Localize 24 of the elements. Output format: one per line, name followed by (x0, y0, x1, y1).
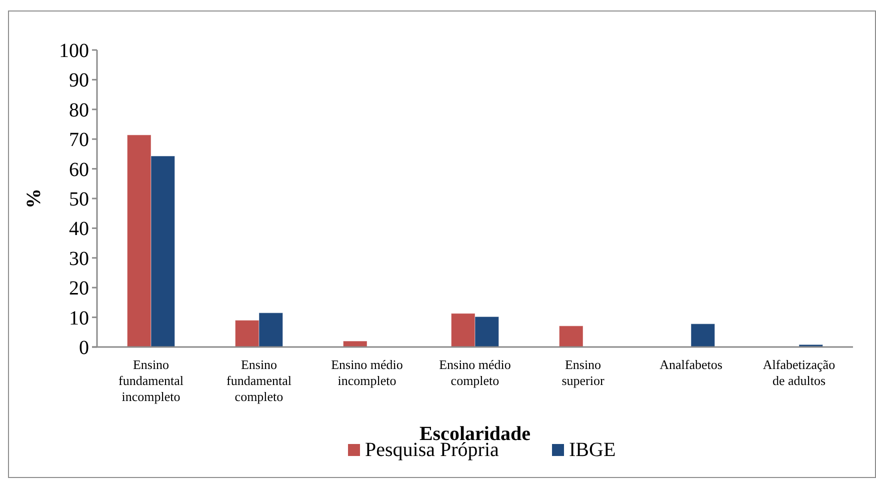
bar (690, 324, 716, 348)
y-tick-label: 70 (69, 129, 89, 152)
x-tick-label: Ensino fundamental completo (226, 357, 292, 404)
bar (558, 326, 584, 348)
legend-label: Pesquisa Própria (365, 439, 499, 461)
y-tick-label: 20 (69, 278, 89, 300)
y-tick-label: 90 (69, 70, 89, 92)
y-tick-label: 60 (69, 158, 89, 181)
bar (342, 340, 368, 348)
x-tick-label: Ensino superior (562, 357, 605, 388)
y-tick-label: 10 (69, 307, 89, 330)
y-axis-title: % (23, 188, 45, 208)
x-tick-label: Ensino médio completo (439, 357, 511, 388)
x-tick-label: Ensino médio incompleto (331, 357, 403, 388)
y-tick-label: 80 (69, 99, 89, 122)
legend-label: IBGE (569, 439, 616, 461)
y-tick-label: 40 (69, 218, 89, 240)
y-tick-label: 100 (59, 40, 89, 62)
y-tick-label: 30 (69, 248, 89, 270)
x-tick-label: Analfabetos (660, 357, 722, 372)
x-tick-label: Ensino fundamental incompleto (118, 357, 184, 404)
x-tick-label: Alfabetização de adultos (762, 357, 836, 388)
y-tick-label: 0 (79, 337, 89, 359)
y-tick-label: 50 (69, 188, 89, 210)
